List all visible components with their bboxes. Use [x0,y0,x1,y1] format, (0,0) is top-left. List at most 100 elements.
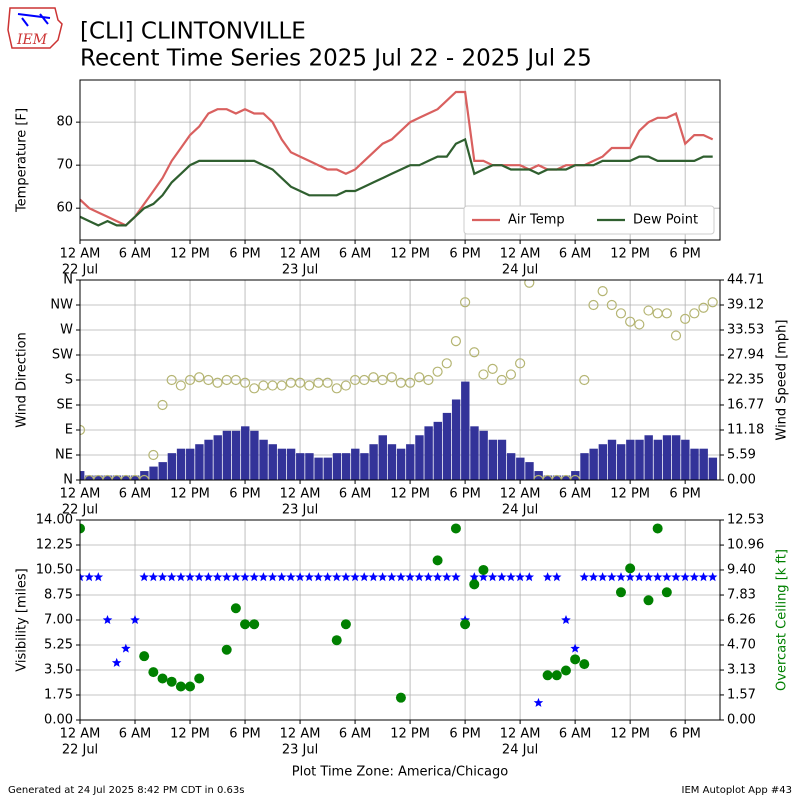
bar [121,475,131,480]
series-layer [80,523,718,707]
y-tick-label: 5.25 [44,638,73,653]
star-point [423,572,434,582]
star-point [221,572,232,582]
point [377,374,388,386]
star-point [396,572,406,582]
point [157,399,168,411]
x-tick-label: 6 PM [229,487,260,502]
bar [479,430,488,480]
point [331,383,342,394]
bar [286,448,296,480]
x-tick-date: 22 Jul [62,743,98,758]
x-tick-label: 6 AM [339,487,372,502]
point [148,449,159,461]
star-point [240,572,250,582]
point [643,305,654,316]
x-tick-label: 12 AM [500,727,541,742]
star-point [698,572,709,582]
star-point [212,572,223,582]
legend-label: Air Temp [508,213,565,228]
point [478,369,489,380]
star-point [707,572,718,582]
bar [406,444,415,480]
star-point [304,572,314,582]
point [496,374,507,386]
bar [415,435,424,480]
y-axis-label: Temperature [F] [15,108,30,213]
y-tick-label: 10.50 [36,563,73,578]
point [166,374,177,386]
bar [653,439,663,480]
x-tick-label: 12 AM [280,727,321,742]
point [129,474,141,480]
point [570,474,581,480]
star-point [322,572,333,582]
x-tick-label: 12 AM [60,247,101,262]
star-point [295,572,305,582]
x-tick-label: 12 PM [170,487,210,502]
logo: IEM [7,7,63,49]
bar [552,475,562,480]
point [404,377,416,388]
point [505,369,517,380]
point [111,474,122,480]
bar [690,448,699,480]
point [450,336,462,347]
point [551,670,562,681]
star-point [80,572,85,582]
point [203,374,214,386]
plot-frame [79,279,721,481]
point [551,474,562,480]
star-point [286,572,296,582]
star-point [497,572,507,582]
point [661,587,672,598]
bar [626,439,635,480]
star-point [579,572,590,582]
star-point [487,572,498,582]
bar [259,439,268,480]
star-point [249,572,259,582]
y2-tick-label: 9.40 [727,562,756,577]
bar [543,475,553,480]
point [680,313,691,324]
bar [378,435,387,480]
bar [442,412,452,480]
point [579,659,590,670]
point [661,308,672,319]
star-point [194,572,204,582]
y2-tick-label: 0.00 [727,473,756,488]
bar [80,471,85,480]
point [84,474,95,480]
y2-tick-label: 6.26 [727,613,756,628]
star-point [377,572,388,582]
point [542,670,553,681]
bar [708,457,718,480]
y-axis-label: Visibility [miles] [15,568,30,671]
x-tick-label: 12 AM [280,487,321,502]
point [560,665,571,676]
bar [341,453,351,480]
y-tick-label: 7.00 [44,613,73,628]
point [542,474,553,480]
point [533,474,544,480]
bar [332,453,342,480]
plot-frame [79,519,721,721]
point [249,619,260,630]
y-tick-label: S [65,373,73,388]
y-tick-label: N [63,473,73,488]
x-tick-label: 6 PM [449,487,480,502]
point [139,474,150,480]
point [469,347,480,358]
x-tick-label: 6 AM [559,247,592,262]
bar [131,475,140,480]
star-point [552,572,562,582]
star-point [341,572,351,582]
x-tick-label: 12 PM [610,727,650,742]
bar [176,448,186,480]
y-axis-label: Wind Direction [15,332,30,428]
point [249,383,260,394]
y-tick-label: N [63,273,73,288]
star-point [542,572,553,582]
y2-tick-label: 5.59 [727,447,756,462]
